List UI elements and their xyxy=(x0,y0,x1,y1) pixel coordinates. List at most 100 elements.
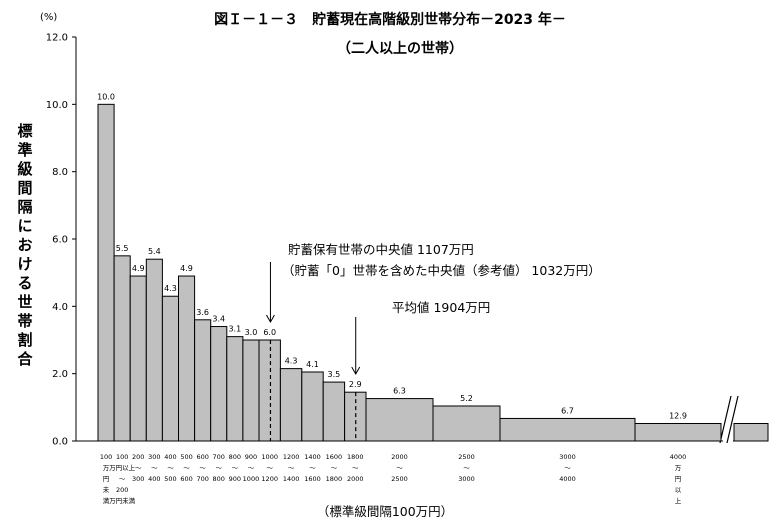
y-axis-title-char: る xyxy=(17,274,32,292)
bar-value-label: 2.9 xyxy=(349,380,362,389)
bar-value-label: 3.4 xyxy=(212,315,225,324)
x-tick-label: 1200 xyxy=(283,453,300,461)
bar-value-label: 4.9 xyxy=(180,264,193,273)
x-tick-label: 900 xyxy=(229,475,241,483)
x-tick-label: 900 xyxy=(245,453,257,461)
x-tick-label: 300 xyxy=(148,453,160,461)
y-axis-title-char: 世 xyxy=(17,293,32,311)
y-tick-label: 0.0 xyxy=(52,437,68,448)
y-axis-title-char: 隔 xyxy=(17,198,32,216)
median-annotation: 貯蓄保有世帯の中央値 1107万円 xyxy=(288,242,474,257)
x-tick-label: 1200 xyxy=(261,475,278,483)
x-tick-label: 未 xyxy=(103,485,110,494)
x-tick-label: 500 xyxy=(164,475,176,483)
x-tick-label: ～ xyxy=(183,464,190,472)
chart-title: 図Ｉ－１－３ 貯蓄現在高階級別世帯分布－2023 年－ xyxy=(214,11,566,28)
y-unit-label: (%) xyxy=(40,12,57,23)
y-axis-title-char: お xyxy=(17,236,32,254)
mean-annotation: 平均値 1904万円 xyxy=(392,300,490,315)
x-tick-label: 万円以上 xyxy=(109,463,136,472)
x-tick-label: 1800 xyxy=(326,475,343,483)
x-tick-label: 万円未満 xyxy=(109,496,136,505)
bar-value-label: 10.0 xyxy=(97,92,115,101)
y-axis-title-char: に xyxy=(17,217,32,235)
bar xyxy=(499,417,636,442)
y-axis-title-char: 合 xyxy=(16,350,33,368)
annotations: 貯蓄保有世帯の中央値 1107万円 （貯蓄「0」世帯を含めた中央値（参考値） 1… xyxy=(266,242,601,441)
x-tick-label: ～ xyxy=(288,464,295,472)
x-axis-title: （標準級間隔100万円） xyxy=(317,504,453,519)
y-axis-title-char: 級 xyxy=(17,160,32,178)
x-tick-labels: 100万円未満100万円以上～200万円未満200～300300～400400～… xyxy=(100,453,686,505)
x-tick-label: 1000 xyxy=(243,475,260,483)
bars xyxy=(97,103,769,442)
x-tick-label: 600 xyxy=(196,453,208,461)
bar-value-label: 5.2 xyxy=(460,394,473,403)
x-tick-label: 1400 xyxy=(304,453,321,461)
x-tick-label: ～ xyxy=(119,475,126,483)
axis-break-mark xyxy=(719,395,732,444)
x-tick-label: 1400 xyxy=(283,475,300,483)
bar xyxy=(242,339,260,442)
bar xyxy=(97,103,115,442)
bar-value-label: 4.3 xyxy=(164,284,177,293)
x-tick-label: 500 xyxy=(180,453,192,461)
x-tick-label: 2000 xyxy=(347,475,364,483)
y-tick-label: 2.0 xyxy=(52,369,68,380)
x-tick-label: 300 xyxy=(132,475,144,483)
bar xyxy=(258,339,281,442)
axis-break-gap xyxy=(723,386,733,443)
y-ticks: 0.0 2.0 4.0 6.0 8.0 10.0 12.0 xyxy=(46,33,76,448)
bar-value-label: 4.1 xyxy=(306,360,319,369)
y-axis-title-char: 間 xyxy=(17,179,32,197)
x-tick-label: ～ xyxy=(232,464,239,472)
bar xyxy=(194,319,212,442)
bar-value-label: 6.0 xyxy=(263,328,276,337)
bar xyxy=(226,336,244,442)
bar-value-label: 3.1 xyxy=(228,325,241,334)
bar xyxy=(178,275,196,442)
y-axis-title-char: 準 xyxy=(17,141,32,159)
x-tick-label: ～ xyxy=(199,464,206,472)
bar xyxy=(129,275,147,442)
y-tick-label: 10.0 xyxy=(46,100,68,111)
bar xyxy=(210,326,228,442)
x-tick-label: 400 xyxy=(148,475,160,483)
x-tick-label: 600 xyxy=(180,475,192,483)
annotation-arrow-head xyxy=(351,366,361,376)
x-tick-label: ～ xyxy=(564,464,571,472)
x-tick-label: 万 xyxy=(103,464,110,472)
x-tick-label: 円 xyxy=(103,475,110,483)
x-tick-label: 700 xyxy=(196,475,208,483)
bar-tail xyxy=(733,422,769,442)
bar-value-label: 4.9 xyxy=(132,264,145,273)
bar xyxy=(161,295,179,442)
y-tick-label: 6.0 xyxy=(52,235,68,246)
bar xyxy=(322,381,346,442)
x-tick-label: 2500 xyxy=(391,475,408,483)
bar-value-label: 4.3 xyxy=(285,357,298,366)
bar xyxy=(279,368,303,442)
y-tick-label: 12.0 xyxy=(46,33,68,44)
x-tick-label: ～ xyxy=(463,464,470,472)
x-tick-label: 800 xyxy=(229,453,241,461)
x-tick-label: ～ xyxy=(266,464,273,472)
bar xyxy=(432,405,501,442)
x-tick-label: 以 xyxy=(675,486,682,494)
x-tick-label: 円 xyxy=(675,475,682,483)
bar xyxy=(113,255,131,442)
median-reference-annotation: （貯蓄「0」世帯を含めた中央値（参考値） 1032万円） xyxy=(282,263,601,278)
bar-value-label: 3.5 xyxy=(328,370,341,379)
x-tick-label: ～ xyxy=(167,464,174,472)
x-tick-label: 700 xyxy=(213,453,225,461)
bar-value-label: 5.4 xyxy=(148,247,161,256)
x-tick-label: 上 xyxy=(675,496,682,505)
x-tick-label: ～ xyxy=(216,464,223,472)
chart-subtitle: （二人以上の世帯） xyxy=(337,40,463,57)
bar-value-label: 5.5 xyxy=(116,244,129,253)
x-tick-label: 200 xyxy=(116,486,128,494)
x-tick-label: 4000 xyxy=(670,453,687,461)
x-tick-label: 100 xyxy=(100,453,112,461)
